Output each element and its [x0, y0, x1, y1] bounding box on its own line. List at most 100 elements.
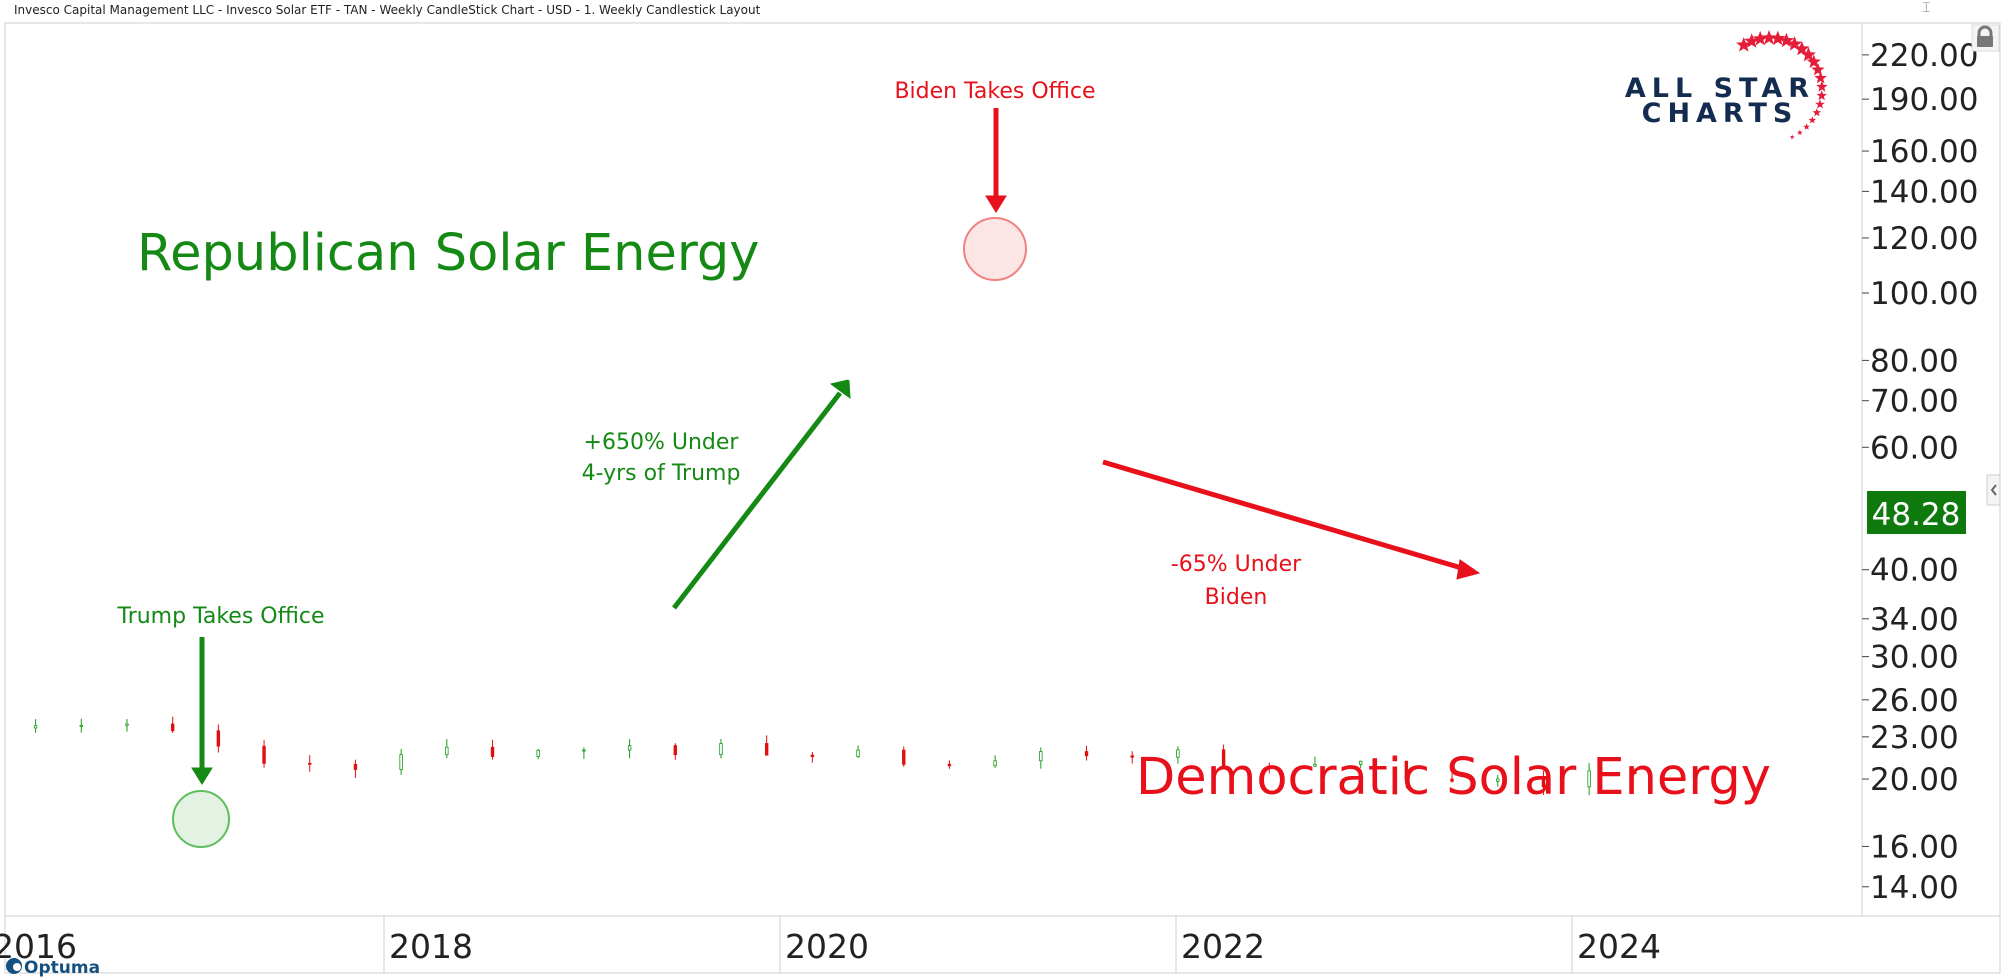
candle-body — [216, 730, 221, 747]
y-tick-label: 140.00 — [1870, 174, 1978, 210]
candle-body — [764, 743, 769, 756]
y-tick-label: 40.00 — [1870, 553, 1959, 589]
y-tick-label: 23.00 — [1870, 720, 1959, 756]
star-icon — [1752, 30, 1768, 46]
candle-body — [33, 725, 38, 729]
star-icon — [1761, 30, 1777, 45]
star-icon — [1816, 80, 1828, 92]
candle-body — [536, 749, 540, 757]
biden-takes-office-label: Biden Takes Office — [894, 79, 1095, 104]
candle-body — [353, 763, 358, 770]
candle-body — [993, 760, 997, 767]
trump-arrow-head — [191, 767, 213, 785]
last-price-badge — [1867, 491, 1966, 534]
star-icon — [1778, 32, 1794, 48]
star-icon — [1814, 71, 1827, 84]
candle-body — [445, 746, 449, 756]
biden-loss-arrow-head — [1456, 559, 1481, 580]
y-tick-label: 190.00 — [1870, 82, 1978, 118]
candle-body — [1267, 765, 1271, 768]
candle-body — [1221, 749, 1226, 767]
candle-body — [1633, 770, 1637, 774]
logo-line1: ALL STAR — [1625, 73, 1815, 104]
y-tick-label: 14.00 — [1870, 870, 1959, 906]
pin-icon[interactable]: ⌶ — [1922, 0, 1931, 16]
y-tick-label: 70.00 — [1870, 384, 1959, 420]
y-tick-label: 80.00 — [1870, 343, 1959, 379]
trump-gain-arrow-head — [829, 379, 851, 400]
star-icon — [1789, 134, 1795, 140]
trump-gain-label-2: 4-yrs of Trump — [582, 461, 741, 486]
y-tick-label: 100.00 — [1870, 276, 1978, 312]
candle-body — [490, 746, 495, 757]
logo-stars — [1736, 30, 1828, 140]
y-tick-label: 120.00 — [1870, 221, 1978, 257]
candle-body — [719, 743, 723, 756]
star-icon — [1811, 62, 1825, 76]
y-tick-label: 26.00 — [1870, 683, 1959, 719]
candle-body — [627, 745, 632, 751]
star-icon — [1816, 90, 1827, 101]
candle-body — [1130, 755, 1134, 758]
star-icon — [1800, 46, 1816, 62]
all-star-charts-logo: ALL STAR CHARTS — [1625, 30, 1828, 140]
star-icon — [1736, 37, 1752, 52]
star-icon — [1744, 33, 1760, 48]
candle-body — [810, 754, 815, 757]
chart-title: Invesco Capital Management LLC - Invesco… — [14, 3, 761, 17]
trump-gain-arrow — [672, 391, 842, 610]
candle-body — [1496, 778, 1500, 782]
candle-body — [1039, 751, 1043, 762]
trump-takes-office-label: Trump Takes Office — [116, 604, 324, 629]
chevron-left-icon[interactable] — [1986, 474, 2001, 506]
biden-loss-arrow — [1102, 459, 1466, 572]
y-tick-label: 34.00 — [1870, 602, 1959, 638]
candle-body — [79, 724, 83, 727]
x-tick-label: 2020 — [785, 927, 869, 966]
candle-body — [308, 762, 312, 765]
candle-body — [673, 745, 677, 756]
y-tick-label: 16.00 — [1870, 829, 1959, 865]
candle-body — [1404, 760, 1409, 780]
x-tick-label: 2022 — [1181, 927, 1265, 966]
trump-gain-label-1: +650% Under — [584, 430, 740, 455]
star-icon — [1803, 123, 1810, 130]
candle-body — [902, 749, 906, 765]
y-tick-label: 160.00 — [1870, 134, 1978, 170]
optuma-label: Optuma — [24, 958, 100, 978]
logo-line2: CHARTS — [1642, 98, 1799, 129]
candle-body — [947, 763, 952, 767]
candle-body — [1541, 778, 1546, 788]
star-icon — [1786, 36, 1803, 51]
star-icon — [1806, 54, 1821, 68]
candle-body — [582, 749, 586, 752]
y-tick-label: 220.00 — [1870, 38, 1978, 74]
candle-body — [1084, 751, 1089, 757]
candle-body — [125, 723, 129, 726]
last-price-value: 48.28 — [1872, 497, 1961, 533]
candle-body — [170, 723, 175, 732]
candle-body — [1450, 778, 1454, 782]
optuma-logo: Optuma — [6, 958, 100, 978]
y-tick-label: 30.00 — [1870, 640, 1959, 676]
candle-body — [1313, 763, 1317, 767]
trump-circle — [172, 790, 230, 848]
candle-body — [1358, 760, 1363, 765]
candle-body — [1176, 749, 1180, 758]
candle-body — [856, 749, 860, 757]
y-tick-label: 60.00 — [1870, 430, 1959, 466]
biden-loss-label-2: Biden — [1205, 585, 1268, 610]
y-tick-label: 20.00 — [1870, 762, 1959, 798]
star-icon — [1808, 116, 1817, 124]
candle-body — [262, 745, 266, 764]
republican-label: Republican Solar Energy — [137, 224, 759, 283]
candle-body — [399, 754, 403, 770]
candle-body — [1587, 770, 1591, 788]
biden-loss-label-1: -65% Under — [1171, 552, 1302, 577]
democratic-label: Democratic Solar Energy — [1136, 748, 1771, 807]
star-icon — [1815, 99, 1825, 109]
lock-icon[interactable] — [1971, 24, 2000, 52]
x-tick-label: 2024 — [1577, 927, 1661, 966]
star-icon — [1797, 129, 1803, 135]
